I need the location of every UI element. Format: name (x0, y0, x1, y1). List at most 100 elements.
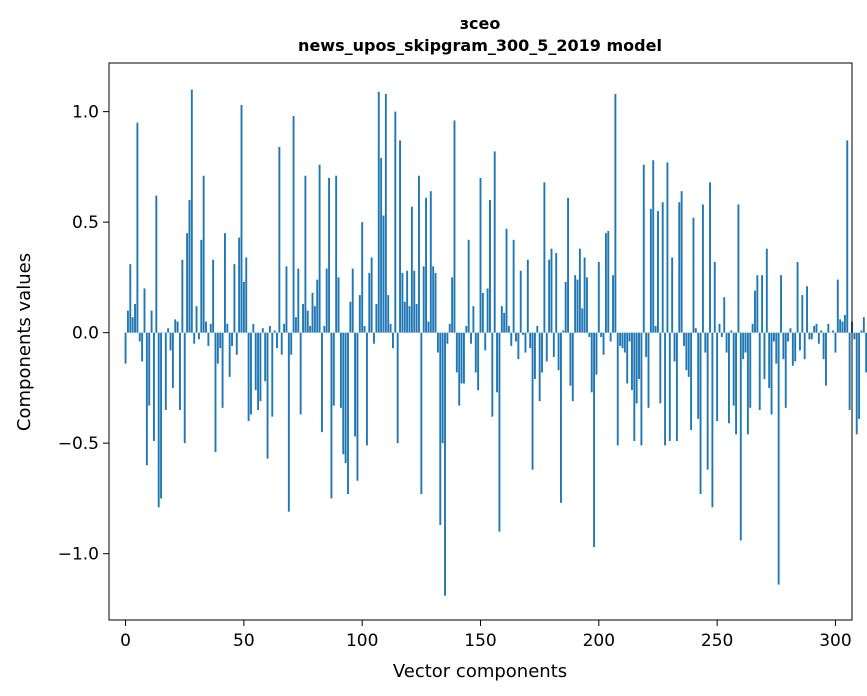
bar-7 (141, 332, 144, 362)
bar-144 (465, 326, 468, 333)
bar-137 (448, 323, 451, 333)
bar-205 (609, 332, 612, 342)
bar-249 (713, 261, 716, 333)
bar-237 (685, 332, 688, 371)
y-tick-label: 0.5 (72, 213, 99, 233)
bar-308 (853, 332, 856, 340)
bar-48 (238, 237, 241, 333)
bar-313 (865, 332, 867, 373)
bar-120 (408, 306, 411, 333)
bar-116 (399, 140, 401, 333)
bar-13 (155, 195, 158, 333)
bar-8 (143, 288, 146, 333)
bar-132 (436, 332, 439, 353)
bar-202 (602, 332, 605, 355)
bar-224 (654, 326, 657, 333)
bar-123 (415, 303, 418, 333)
bar-90 (337, 277, 340, 333)
bar-147 (472, 306, 475, 333)
bar-268 (758, 332, 761, 411)
bar-85 (325, 268, 328, 333)
bar-277 (780, 275, 782, 333)
bar-178 (545, 332, 548, 362)
y-axis-label: Components values (14, 253, 35, 431)
bar-206 (612, 275, 614, 333)
bar-163 (510, 332, 513, 346)
bar-265 (751, 323, 754, 333)
bar-233 (675, 332, 678, 441)
bar-258 (735, 332, 738, 435)
bar-9 (145, 332, 148, 466)
bar-34 (205, 321, 207, 333)
bar-54 (252, 323, 255, 333)
bar-259 (737, 204, 740, 333)
bar-267 (756, 275, 759, 333)
bar-152 (484, 332, 487, 351)
bar-102 (365, 332, 368, 446)
bar-167 (519, 270, 522, 333)
bar-5 (136, 122, 139, 333)
x-tick-label: 200 (583, 631, 615, 651)
bar-138 (451, 277, 454, 333)
bar-28 (190, 89, 193, 333)
bar-61 (268, 326, 271, 333)
bar-170 (526, 259, 529, 333)
bar-311 (860, 330, 863, 333)
bar-100 (361, 222, 364, 333)
bar-278 (782, 332, 785, 360)
bar-26 (186, 233, 189, 333)
bar-31 (197, 332, 200, 340)
bar-154 (489, 200, 491, 333)
bar-253 (723, 297, 726, 333)
bar-183 (557, 332, 560, 371)
bar-235 (680, 191, 683, 333)
bar-231 (671, 257, 674, 333)
bar-290 (810, 332, 813, 340)
bar-191 (576, 279, 579, 333)
bar-143 (462, 332, 465, 384)
bar-251 (718, 323, 721, 333)
bar-273 (770, 332, 773, 415)
bar-99 (358, 295, 361, 333)
bar-238 (687, 332, 690, 377)
bar-11 (150, 310, 153, 333)
bar-1 (126, 310, 129, 333)
bar-203 (604, 233, 607, 333)
x-tick-label: 250 (701, 631, 733, 651)
bar-64 (276, 332, 278, 349)
bar-289 (808, 332, 811, 340)
bar-72 (294, 317, 297, 333)
bar-157 (496, 332, 499, 393)
bar-282 (791, 332, 794, 366)
bar-270 (763, 332, 766, 380)
bar-239 (690, 332, 693, 430)
bar-245 (704, 332, 707, 353)
bar-164 (512, 239, 515, 333)
y-tick-label: −0.5 (58, 434, 99, 454)
bar-291 (813, 326, 816, 333)
bar-288 (806, 286, 808, 333)
bar-95 (349, 301, 352, 333)
bar-35 (207, 332, 210, 346)
bar-201 (600, 332, 603, 338)
bar-107 (377, 91, 380, 333)
bar-51 (245, 257, 248, 333)
bar-47 (235, 332, 238, 355)
bar-181 (552, 332, 555, 357)
bar-276 (777, 332, 780, 585)
bar-187 (567, 197, 569, 333)
bar-312 (862, 317, 865, 333)
bar-68 (285, 266, 288, 333)
bar-241 (694, 328, 697, 333)
bar-97 (354, 332, 357, 437)
bar-309 (855, 332, 858, 435)
bar-300 (834, 332, 837, 353)
bar-121 (410, 206, 413, 333)
bar-287 (803, 332, 806, 360)
bar-134 (441, 332, 444, 444)
bar-275 (775, 332, 778, 364)
bar-0 (124, 332, 127, 364)
bar-172 (531, 332, 534, 470)
bar-87 (330, 332, 333, 499)
